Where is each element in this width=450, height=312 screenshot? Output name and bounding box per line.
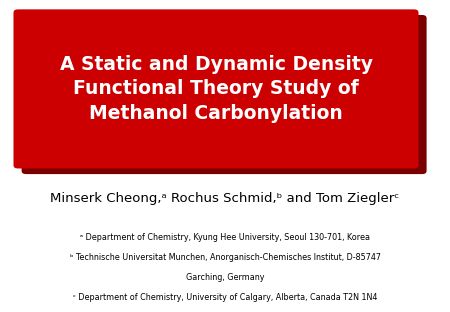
- Text: Minserk Cheong,ᵃ Rochus Schmid,ᵇ and Tom Zieglerᶜ: Minserk Cheong,ᵃ Rochus Schmid,ᵇ and Tom…: [50, 192, 400, 205]
- FancyBboxPatch shape: [22, 15, 427, 174]
- Text: ᵃ Department of Chemistry, Kyung Hee University, Seoul 130-701, Korea: ᵃ Department of Chemistry, Kyung Hee Uni…: [80, 233, 370, 241]
- Text: ᶜ Department of Chemistry, University of Calgary, Alberta, Canada T2N 1N4: ᶜ Department of Chemistry, University of…: [73, 294, 377, 302]
- FancyBboxPatch shape: [14, 9, 418, 168]
- Text: ᵇ Technische Universitat Munchen, Anorganisch-Chemisches Institut, D-85747: ᵇ Technische Universitat Munchen, Anorga…: [69, 253, 381, 262]
- Text: A Static and Dynamic Density
Functional Theory Study of
Methanol Carbonylation: A Static and Dynamic Density Functional …: [59, 55, 373, 123]
- Text: Garching, Germany: Garching, Germany: [186, 273, 264, 282]
